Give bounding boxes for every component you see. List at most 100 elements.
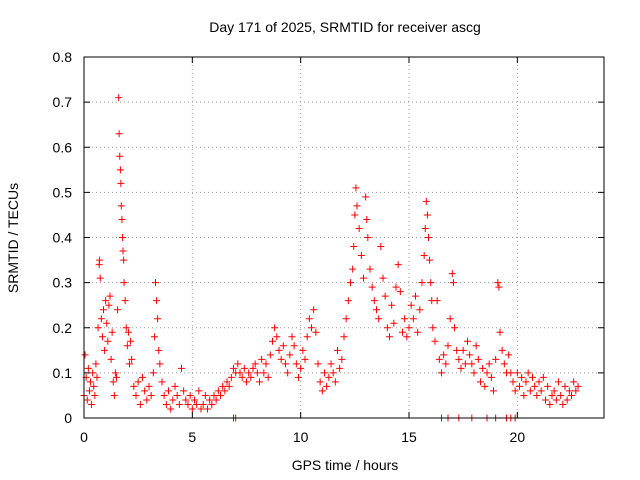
data-point	[124, 328, 132, 336]
data-point	[472, 342, 480, 350]
data-point	[407, 301, 415, 309]
data-point	[155, 346, 163, 354]
data-point	[152, 279, 159, 287]
data-point	[364, 234, 372, 241]
data-point	[379, 274, 387, 282]
data-point	[535, 378, 543, 386]
data-point	[366, 265, 374, 273]
data-point	[314, 360, 322, 368]
data-point	[149, 369, 157, 377]
data-point	[401, 315, 409, 323]
data-point	[264, 373, 272, 381]
data-point	[117, 202, 125, 210]
data-point	[500, 360, 508, 368]
data-point	[388, 301, 396, 309]
data-point	[156, 360, 164, 368]
data-point	[565, 387, 573, 395]
data-point	[114, 306, 122, 314]
data-point	[338, 355, 346, 363]
data-point	[119, 247, 127, 255]
data-point	[351, 211, 359, 219]
data-point	[381, 292, 389, 300]
data-point	[223, 378, 231, 386]
data-point	[219, 382, 227, 390]
data-point	[349, 265, 357, 273]
data-point	[464, 337, 471, 345]
data-point	[141, 387, 149, 395]
data-point	[392, 283, 400, 291]
data-point	[132, 391, 140, 399]
data-point	[448, 270, 456, 278]
data-point	[318, 387, 326, 395]
data-point	[169, 396, 177, 404]
data-point	[342, 315, 350, 323]
data-point	[266, 351, 274, 359]
data-point	[158, 378, 166, 386]
data-point	[505, 351, 513, 359]
data-point	[483, 369, 491, 377]
data-point	[182, 396, 190, 404]
data-point	[350, 243, 358, 251]
grid-lines	[84, 57, 604, 418]
data-point	[208, 400, 216, 408]
data-point	[154, 315, 162, 323]
data-point	[461, 360, 469, 368]
data-point	[282, 360, 289, 368]
data-point	[524, 369, 532, 377]
data-point	[145, 382, 153, 390]
data-point	[106, 292, 114, 300]
data-point	[451, 324, 458, 332]
data-point	[477, 378, 484, 386]
data-point	[440, 351, 448, 359]
data-point	[96, 256, 104, 264]
data-point	[271, 324, 279, 332]
data-point	[457, 364, 465, 372]
data-point	[498, 346, 506, 354]
data-point	[221, 387, 229, 395]
data-point	[347, 279, 354, 287]
data-point	[109, 378, 117, 386]
data-point	[178, 364, 185, 372]
data-point	[352, 184, 360, 192]
data-point	[438, 369, 445, 377]
data-point	[204, 405, 211, 413]
data-point	[444, 342, 452, 350]
data-point	[108, 328, 116, 336]
data-point	[520, 391, 528, 399]
y-tick-label: 0	[64, 410, 72, 426]
data-point	[544, 382, 552, 390]
chart-title: Day 171 of 2025, SRMTID for receiver asc…	[209, 19, 481, 35]
data-point	[275, 346, 283, 354]
data-point	[459, 346, 467, 354]
data-point	[284, 369, 292, 377]
data-point	[546, 400, 554, 408]
data-point	[110, 391, 118, 399]
data-point	[212, 396, 220, 404]
data-point	[98, 333, 106, 341]
data-point	[572, 387, 580, 395]
data-point	[426, 256, 434, 264]
data-point	[555, 378, 562, 386]
data-point	[308, 324, 315, 332]
data-point	[107, 355, 115, 363]
data-point	[230, 364, 237, 372]
data-point	[513, 369, 521, 377]
data-point	[329, 369, 337, 377]
data-point	[336, 364, 344, 372]
data-point	[243, 378, 250, 386]
y-tick-label: 0.3	[53, 275, 73, 291]
data-point	[105, 301, 113, 309]
data-point	[277, 355, 285, 363]
data-point	[522, 378, 530, 386]
data-point	[273, 333, 281, 341]
x-tick-label: 15	[401, 429, 417, 445]
data-point	[431, 337, 439, 345]
data-point	[421, 224, 429, 232]
y-tick-label: 0.6	[53, 139, 73, 155]
data-point	[539, 373, 547, 381]
data-point	[191, 396, 198, 404]
data-point	[526, 387, 534, 395]
data-point	[116, 166, 124, 174]
